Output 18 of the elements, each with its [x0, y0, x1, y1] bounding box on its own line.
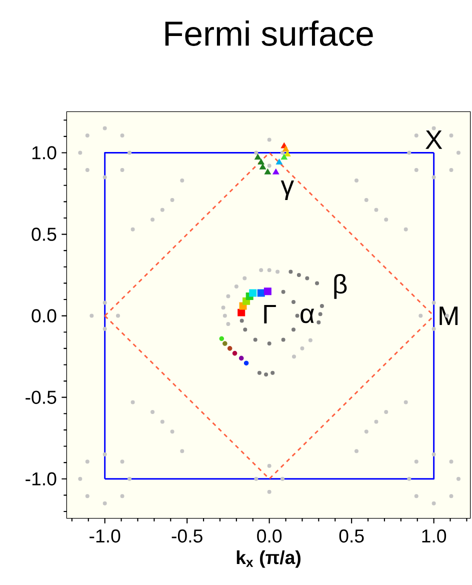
y-tick-label: 0.0: [32, 309, 56, 322]
x-tick-label: 0.5: [339, 529, 364, 543]
annotation: Γ: [264, 305, 276, 324]
y-tick-label: -0.5: [26, 390, 56, 404]
y-tick-label: 0.5: [32, 228, 56, 241]
chart-title: Fermi surface: [165, 20, 373, 46]
y-tick-label: -1.0: [26, 472, 56, 486]
annotation: α: [300, 308, 314, 324]
x-tick-label: -1.0: [90, 529, 120, 543]
y-tick-label: 1.0: [32, 146, 56, 160]
x-axis-title: k$_{x}$ (π/a): [236, 550, 300, 568]
annotation: M: [440, 306, 458, 325]
annotation: X: [426, 130, 442, 149]
x-tick-label: 0.0: [257, 529, 282, 543]
annotation: γ: [280, 180, 294, 200]
annotation: β: [334, 274, 347, 299]
x-tick-label: -0.5: [172, 529, 202, 543]
x-tick-label: 1.0: [422, 529, 446, 543]
